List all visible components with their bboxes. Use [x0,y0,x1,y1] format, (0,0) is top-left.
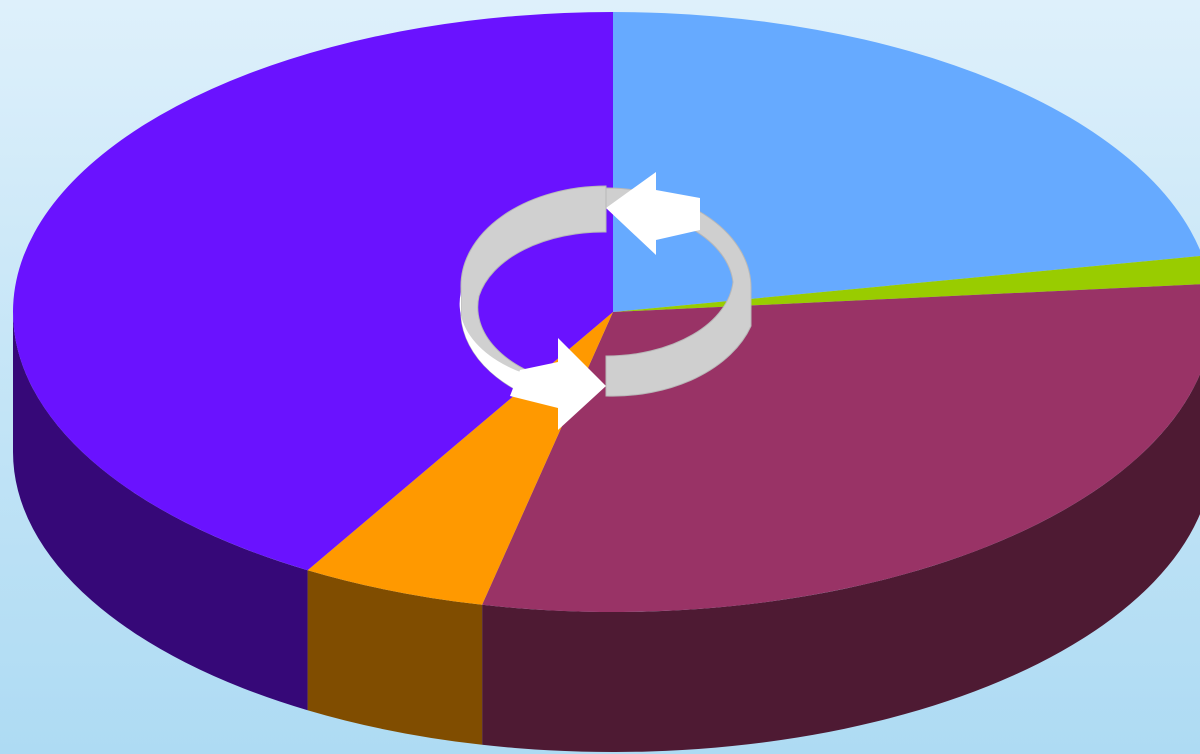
pie-slice-5 [12,12,614,571]
refresh-cycle-icon [459,172,752,430]
pie-slice-1 [613,12,1200,312]
pie-slices [12,12,1200,612]
pie-sides [13,312,1200,752]
pie-slice-2 [613,256,1200,312]
pie-side-4 [307,570,483,745]
pie-side-5 [13,312,308,711]
pie-side-3 [482,373,1200,752]
